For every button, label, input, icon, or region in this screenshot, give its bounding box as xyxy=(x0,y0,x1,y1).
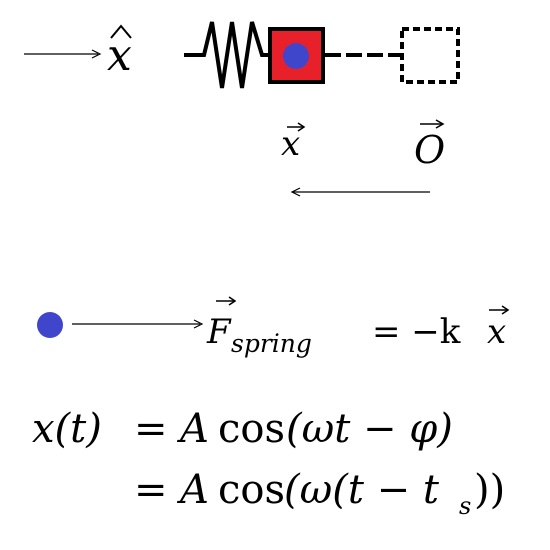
equilibrium-box xyxy=(400,27,460,84)
eq2-cos: cos xyxy=(218,467,285,513)
position-vector-label: x xyxy=(281,124,300,164)
force-rhs: = −k xyxy=(372,312,461,352)
force-rhs-vector-arrow-icon xyxy=(501,305,510,315)
eq2-argument-close: )) xyxy=(474,467,505,513)
eq1-equals: = xyxy=(134,406,168,452)
equation-line-1: x(t) = A cos (ωt − φ) xyxy=(32,406,453,452)
force-vector-arrow-icon xyxy=(228,296,237,306)
origin-arrow-icon xyxy=(435,119,445,129)
eq1-amplitude: A xyxy=(176,406,209,452)
unit-vector-x: x xyxy=(24,24,132,81)
mass-block xyxy=(268,27,325,84)
unit-vector-label: x xyxy=(107,30,132,81)
position-vector-arrow-icon xyxy=(297,122,306,132)
mass-rect xyxy=(268,27,325,84)
restoring-arrow-head xyxy=(290,187,301,197)
force-arrow-head xyxy=(193,319,204,329)
force-rhs-vector: x xyxy=(487,312,506,352)
origin: O xyxy=(414,119,445,172)
origin-label: O xyxy=(414,128,445,172)
position-vector: x xyxy=(281,122,306,164)
force-subscript: spring xyxy=(231,329,312,358)
force-row: F spring = −k x xyxy=(37,296,510,358)
eq2-equals: = xyxy=(134,467,168,513)
equation-line-2: = A cos (ω(t − t s )) xyxy=(134,467,505,520)
hat-icon xyxy=(110,24,132,39)
spring xyxy=(184,21,270,89)
particle-dot xyxy=(37,312,63,338)
eq1-cos: cos xyxy=(218,406,285,452)
eq2-argument-open: (ω(t − t xyxy=(284,467,440,513)
mass-dot xyxy=(283,43,309,69)
force-symbol: F xyxy=(206,312,232,352)
eq2-amplitude: A xyxy=(176,467,209,513)
eq1-argument: (ωt − φ) xyxy=(286,406,453,452)
restoring-direction-arrow xyxy=(290,187,430,197)
eq1-lhs: x(t) xyxy=(32,406,102,452)
unit-arrow-head xyxy=(91,49,102,59)
eq2-subscript: s xyxy=(459,492,471,520)
